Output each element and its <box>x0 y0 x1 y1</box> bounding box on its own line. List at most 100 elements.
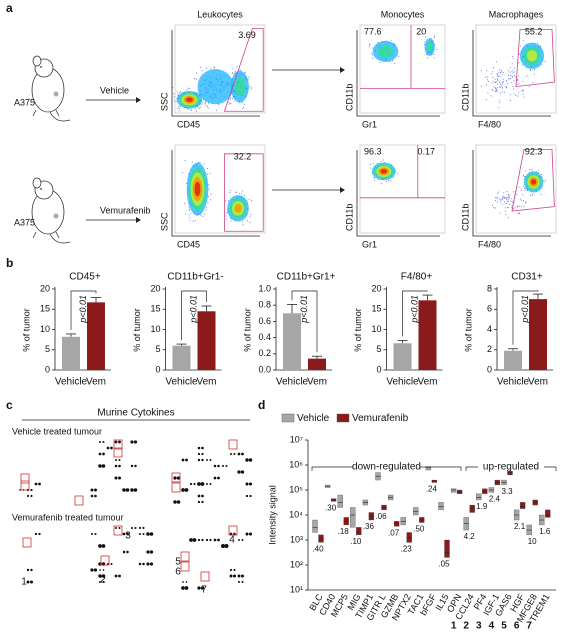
blot-spot <box>94 532 97 536</box>
blot-spot <box>90 532 94 536</box>
arrow-head <box>136 97 141 103</box>
blot-spot <box>181 488 185 492</box>
event-dot <box>200 106 202 108</box>
blot-spot <box>30 580 33 584</box>
event-dot <box>518 212 521 214</box>
blot-spot <box>206 483 208 485</box>
x-tick-label: Vehicle <box>165 377 198 388</box>
blot-spot <box>118 458 121 462</box>
event-dot <box>194 220 196 222</box>
event-dot <box>240 69 242 71</box>
event-dot <box>518 92 520 94</box>
event-dot <box>540 173 543 176</box>
event-dot <box>225 218 227 220</box>
blot-spot <box>110 446 113 450</box>
group-label: up-regulated <box>483 462 539 473</box>
event-dot <box>371 57 374 59</box>
event-dot <box>498 107 500 109</box>
event-dot <box>522 200 525 202</box>
event-dot <box>505 198 508 200</box>
event-dot <box>490 95 492 97</box>
event-dot <box>501 199 503 201</box>
event-dot <box>480 85 482 87</box>
event-dot <box>516 78 518 80</box>
event-dot <box>182 171 184 173</box>
axis <box>171 150 260 237</box>
annotation: p<0.01 <box>78 295 88 324</box>
density <box>526 50 538 62</box>
event-dot <box>371 52 373 54</box>
event-dot <box>204 102 206 104</box>
event-dot <box>502 81 504 83</box>
event-dot <box>519 205 521 207</box>
y-axis-label: Intensity signal <box>267 485 277 545</box>
event-dot <box>391 39 393 41</box>
event-dot <box>173 96 175 98</box>
axis <box>356 30 440 117</box>
event-dot <box>509 71 511 73</box>
blot-spot <box>245 494 249 498</box>
blot-spot <box>90 494 94 498</box>
event-dot <box>526 187 528 190</box>
event-dot <box>208 184 210 186</box>
y-tick-label: 20 <box>371 283 381 293</box>
blot-spot <box>229 568 233 572</box>
event-dot <box>250 88 252 90</box>
box <box>350 507 356 528</box>
gate-value: 3.69 <box>238 30 256 40</box>
blot-spot <box>102 569 105 571</box>
bar <box>172 345 191 370</box>
event-dot <box>250 213 252 215</box>
event-dot <box>519 198 522 200</box>
mouse-icon <box>31 177 71 244</box>
event-dot <box>372 163 374 165</box>
blot-spot <box>149 562 154 566</box>
event-dot <box>194 108 196 110</box>
event-dot <box>234 100 236 102</box>
event-dot <box>507 74 510 76</box>
event-dot <box>234 72 236 74</box>
blot-spot <box>184 586 189 590</box>
blot-spot <box>192 538 197 542</box>
event-dot <box>176 107 178 109</box>
event-dot <box>184 203 186 205</box>
blot-spot <box>201 458 204 462</box>
event-dot <box>398 55 400 57</box>
event-dot <box>530 68 532 70</box>
blot-spot <box>232 574 237 578</box>
gate-value: 96.3 <box>364 146 382 156</box>
y-tick-label: 10² <box>290 559 303 569</box>
event-dot <box>178 108 180 110</box>
y-tick-label: 5 <box>45 344 50 354</box>
blot-spot <box>122 532 126 536</box>
event-dot <box>515 94 517 96</box>
event-dot <box>488 80 490 82</box>
blot-spot <box>221 544 225 548</box>
gate <box>223 28 264 112</box>
chart-title: CD31+ <box>511 272 543 283</box>
event-dot <box>505 87 507 89</box>
spot-highlight <box>100 555 110 566</box>
event-dot <box>191 108 193 110</box>
blot-spot <box>126 550 129 554</box>
event-dot <box>518 82 520 84</box>
event-dot <box>498 101 500 103</box>
blot-spot <box>146 550 150 554</box>
event-dot <box>495 197 497 199</box>
event-dot <box>390 180 392 182</box>
event-dot <box>190 212 192 214</box>
event-dot <box>504 207 506 209</box>
event-dot <box>492 204 494 206</box>
event-dot <box>492 71 494 73</box>
blot-spot <box>201 500 204 504</box>
fold-change-label: 4.2 <box>464 532 476 541</box>
label-bg <box>353 461 420 472</box>
blot-spot <box>201 446 204 450</box>
blot-spot <box>193 482 196 486</box>
event-dot <box>533 73 535 75</box>
flow-plot <box>356 24 446 117</box>
event-dot <box>508 78 510 80</box>
event-dot <box>175 100 177 103</box>
axis <box>356 150 440 237</box>
event-dot <box>195 110 198 112</box>
